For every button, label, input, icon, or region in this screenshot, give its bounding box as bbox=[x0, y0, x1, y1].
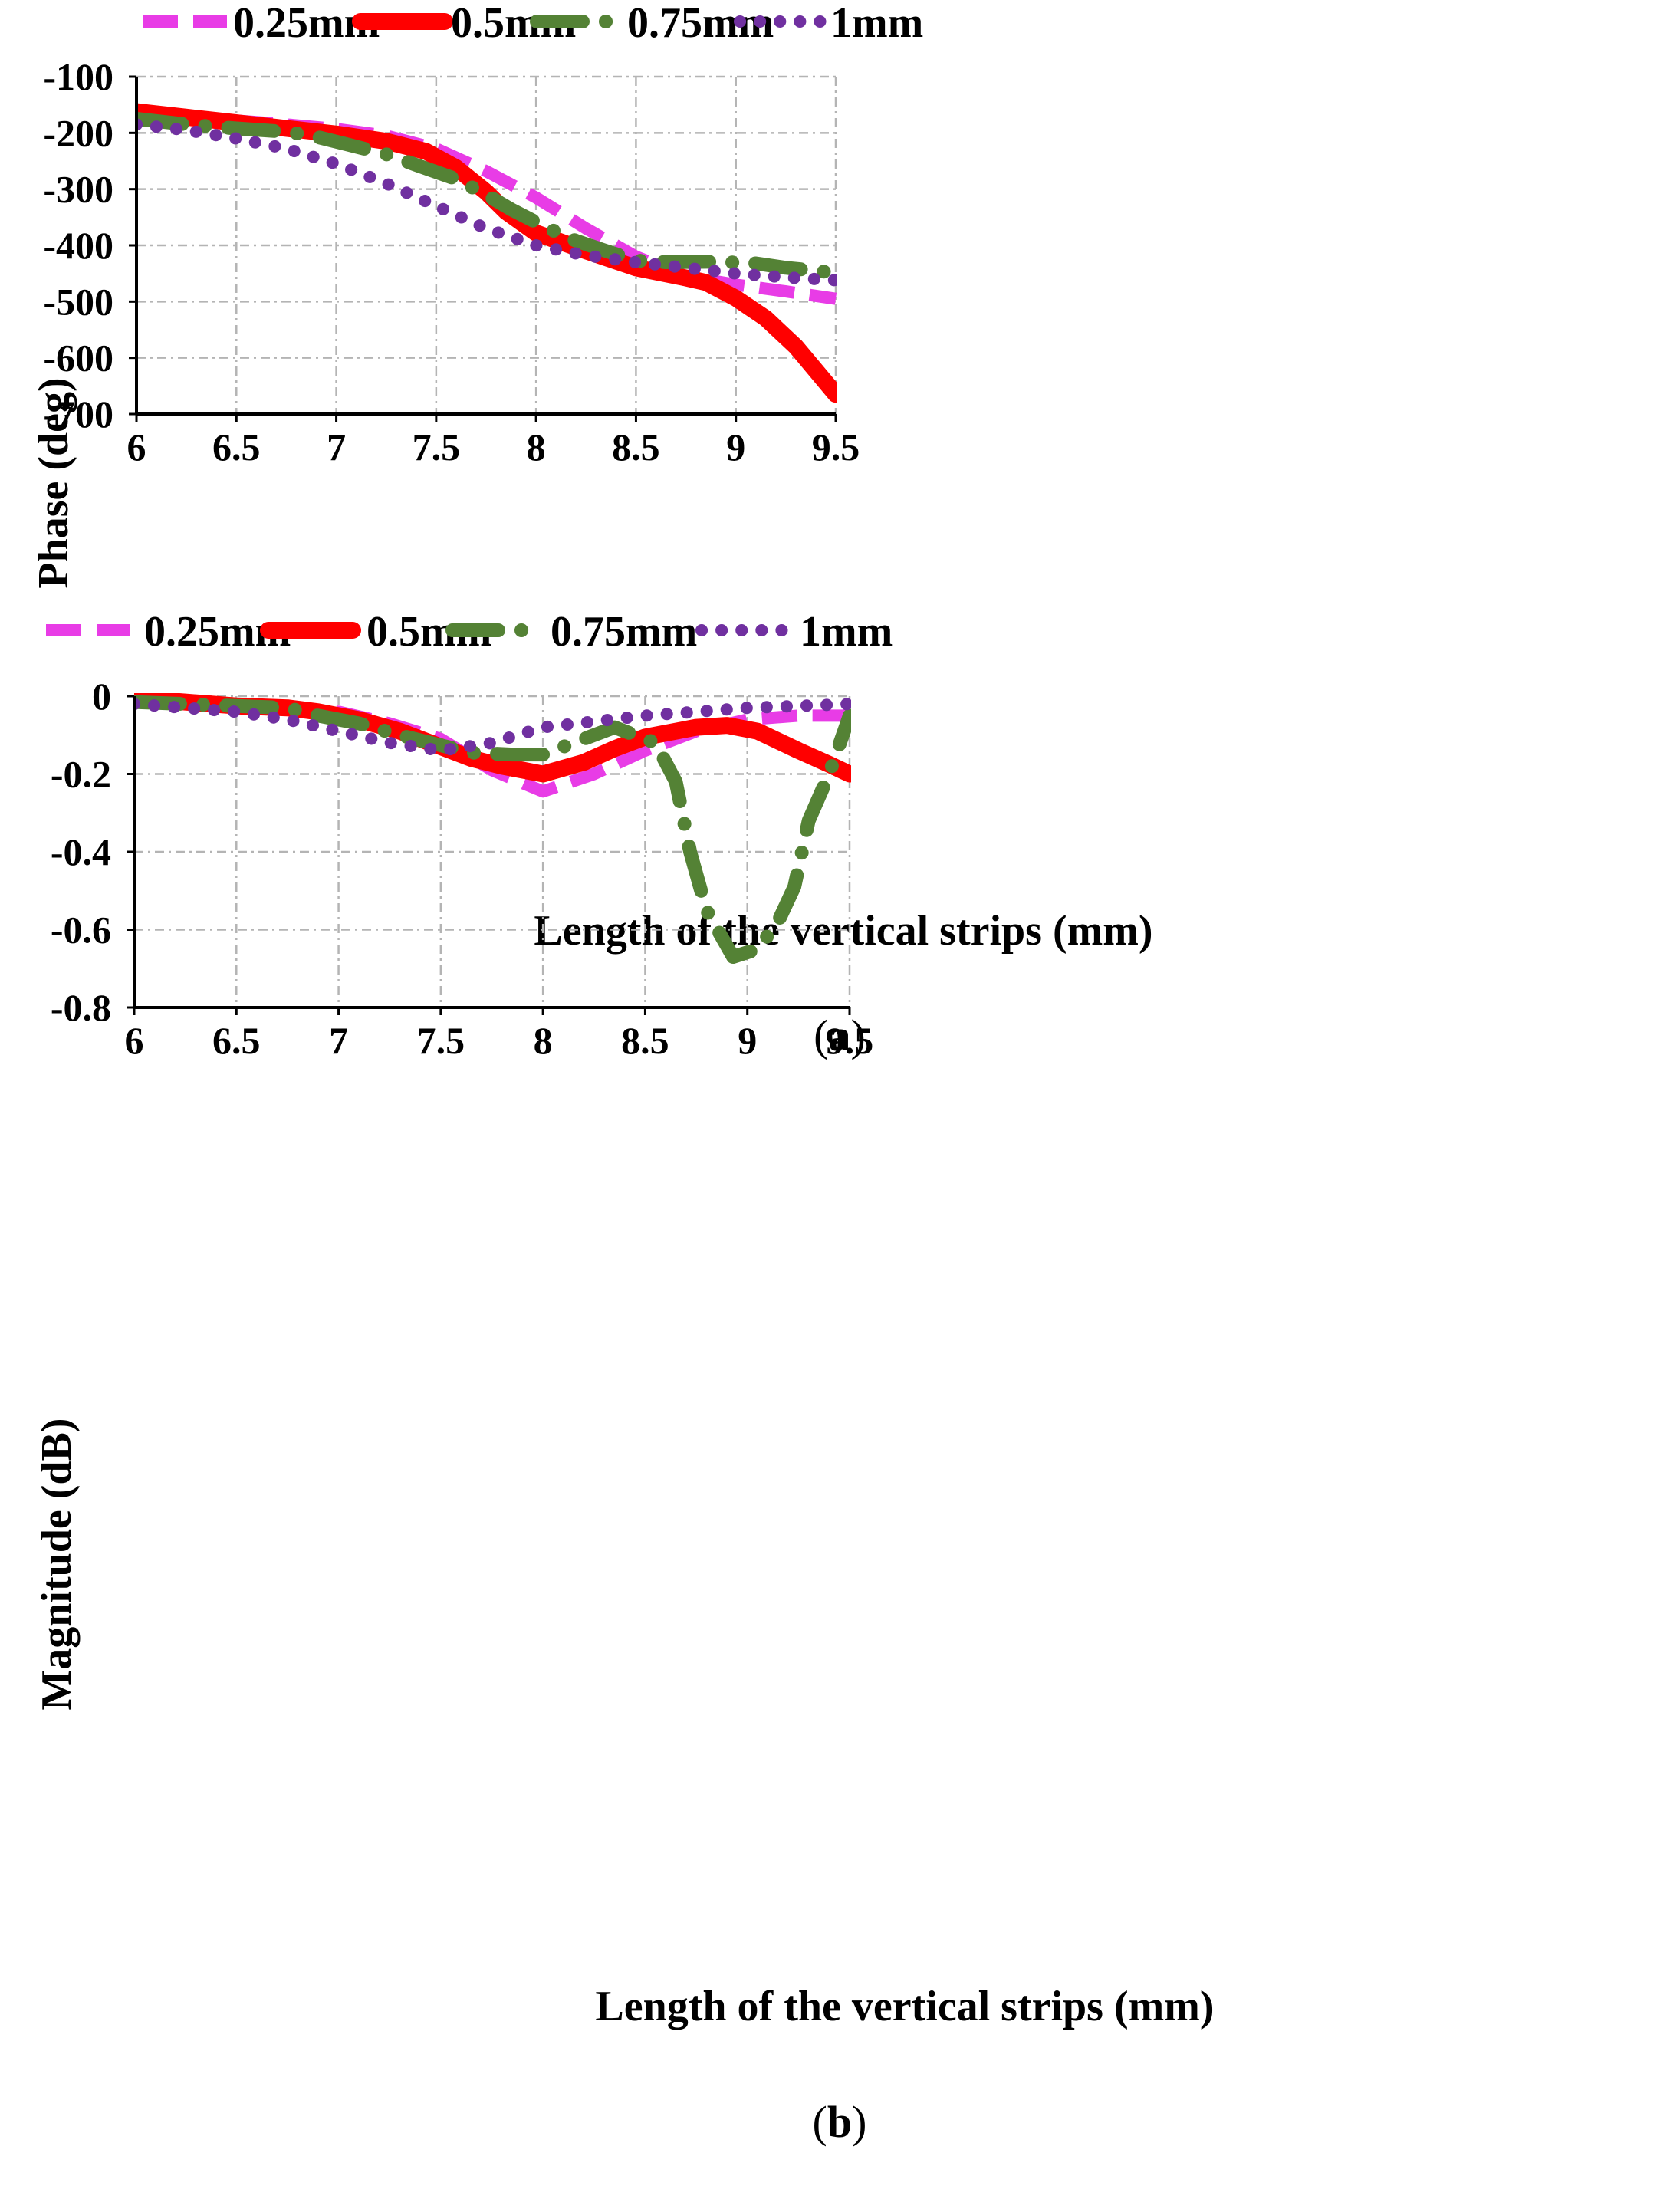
magnitude-caption-close: ) bbox=[852, 2097, 866, 2147]
phase-x-tick-label: 7.5 bbox=[413, 426, 461, 468]
magnitude-chart-series bbox=[134, 693, 851, 964]
phase-y-tick-label: -400 bbox=[43, 224, 113, 267]
phase-y-tick-label: -100 bbox=[43, 55, 113, 98]
phase-x-tick-label: 8 bbox=[527, 426, 546, 468]
phase-x-tick-label: 9.5 bbox=[812, 426, 860, 468]
magnitude-legend-label-075mm: 0.75mm bbox=[551, 608, 697, 656]
phase-legend-label-075mm: 0.75mm bbox=[627, 0, 774, 47]
phase-series-05mm bbox=[136, 103, 837, 403]
phase-chart-x-axis-label: Length of the vertical strips (mm) bbox=[534, 907, 1152, 955]
phase-x-tick-label: 6 bbox=[127, 426, 146, 468]
magnitude-x-tick-label: 9.5 bbox=[826, 1019, 874, 1062]
magnitude-caption-letter: b bbox=[827, 2097, 852, 2147]
magnitude-chart-caption: (b) bbox=[813, 2097, 867, 2147]
magnitude-x-tick-label: 8.5 bbox=[621, 1019, 669, 1062]
phase-y-tick-label: -700 bbox=[43, 393, 113, 435]
magnitude-caption-open: ( bbox=[813, 2097, 827, 2147]
phase-y-tick-label: -500 bbox=[43, 280, 113, 323]
magnitude-y-tick-label: -0.6 bbox=[51, 909, 111, 952]
phase-chart-axes bbox=[129, 75, 837, 422]
phase-chart-y-ticks: -100 -200 -300 -400 -500 -600 -700 bbox=[43, 55, 113, 435]
magnitude-x-tick-label: 6 bbox=[125, 1019, 144, 1062]
magnitude-x-tick-label: 8 bbox=[534, 1019, 553, 1062]
magnitude-series-075mm bbox=[134, 695, 851, 964]
phase-x-tick-label: 6.5 bbox=[212, 426, 261, 468]
magnitude-y-tick-label: -0.4 bbox=[51, 830, 111, 873]
magnitude-legend-label-1mm: 1mm bbox=[800, 608, 893, 656]
phase-x-tick-label: 7 bbox=[327, 426, 346, 468]
magnitude-chart-panel: 0.25mm 0.5mm 0.75mm 1mm 0-0.2-0.4-0.6-0.8 6… bbox=[33, 608, 1215, 2147]
magnitude-x-tick-label: 7 bbox=[329, 1019, 348, 1062]
magnitude-y-tick-label: -0.2 bbox=[51, 753, 111, 796]
phase-chart-caption: (a) bbox=[814, 1011, 866, 1060]
phase-caption-close: ) bbox=[851, 1011, 866, 1060]
phase-x-tick-label: 9 bbox=[726, 426, 745, 468]
phase-chart-y-axis-label: Phase (deg) bbox=[30, 377, 77, 588]
phase-legend-label-1mm: 1mm bbox=[830, 0, 923, 47]
magnitude-y-tick-label: 0 bbox=[92, 675, 111, 718]
magnitude-series-1mm bbox=[134, 698, 851, 757]
magnitude-chart-legend: 0.25mm 0.5mm 0.75mm 1mm bbox=[46, 608, 893, 656]
magnitude-y-tick-label: -0.8 bbox=[51, 986, 111, 1029]
phase-chart-x-ticks: 6 6.5 7 7.5 8 8.5 9 9.5 bbox=[127, 426, 860, 468]
phase-y-tick-label: -200 bbox=[43, 111, 113, 154]
phase-x-tick-label: 8.5 bbox=[612, 426, 660, 468]
phase-caption-open: ( bbox=[814, 1011, 828, 1060]
magnitude-chart-y-ticks: 0 -0.2 -0.4 -0.6 -0.8 bbox=[51, 675, 111, 1029]
magnitude-chart-axes bbox=[127, 695, 851, 1015]
phase-series-075mm bbox=[136, 112, 833, 279]
magnitude-chart-y-axis-label: Magnitude (dB) bbox=[33, 1418, 81, 1710]
phase-caption-letter: a bbox=[829, 1011, 851, 1060]
magnitude-chart-x-axis-label: Length of the vertical strips (mm) bbox=[595, 1983, 1214, 2030]
phase-chart-series bbox=[136, 103, 837, 403]
phase-y-tick-label: -600 bbox=[43, 337, 113, 380]
magnitude-chart-x-ticks: 6 6.5 7 7.5 8 8.5 9 9.5 bbox=[125, 1019, 874, 1062]
phase-y-tick-label: -300 bbox=[43, 168, 113, 211]
phase-series-1mm bbox=[136, 118, 837, 287]
magnitude-x-tick-label: 9 bbox=[738, 1019, 757, 1062]
phase-chart-legend: 0.25mm 0.5mm 0.75mm 1mm bbox=[143, 0, 923, 47]
magnitude-x-tick-label: 6.5 bbox=[212, 1019, 261, 1062]
phase-chart-panel: 0.25mm 0.5mm 0.75mm 1mm -100-200-300-400-50… bbox=[30, 0, 1153, 1060]
magnitude-x-tick-label: 7.5 bbox=[417, 1019, 465, 1062]
